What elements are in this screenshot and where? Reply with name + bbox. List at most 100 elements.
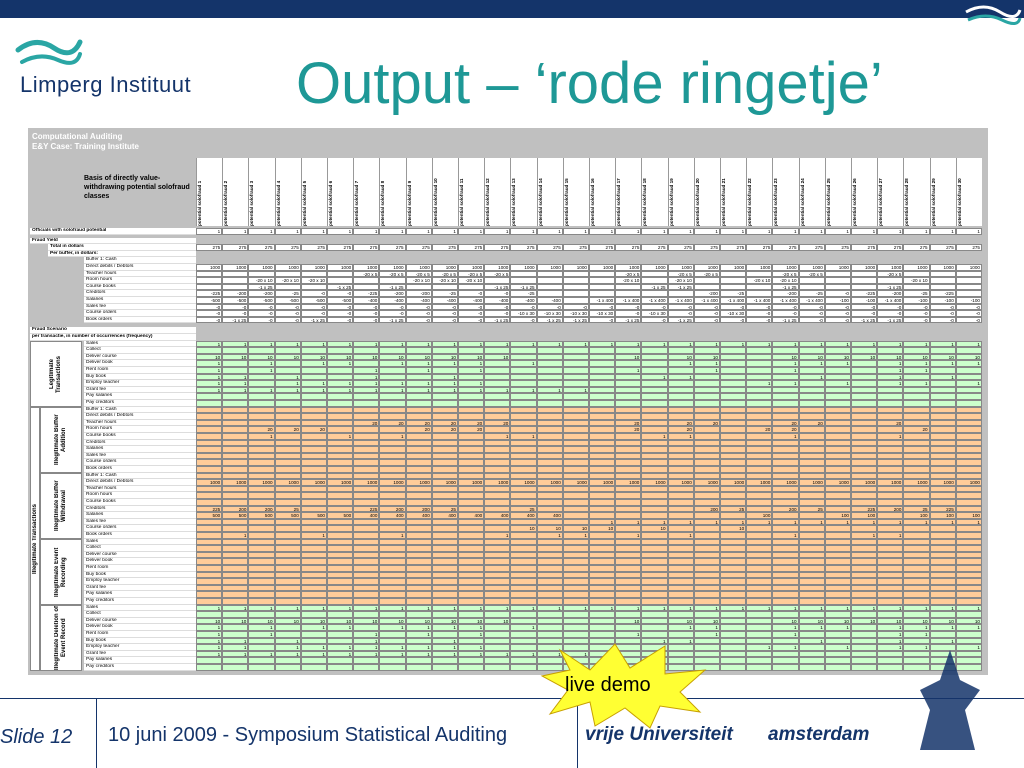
cell: 1: [772, 624, 799, 631]
cell: [720, 360, 747, 367]
cell: [196, 270, 223, 278]
cell: 1: [798, 360, 825, 367]
cell: [484, 551, 511, 559]
cell: [693, 400, 720, 407]
column-header-text: potential solofraud 9: [406, 180, 412, 226]
cell: 1: [877, 360, 904, 367]
cell: [458, 525, 485, 532]
cell: [458, 393, 485, 400]
cell: [798, 611, 825, 618]
row-label: Deliver course: [84, 617, 196, 625]
cell: [562, 472, 589, 480]
cell: [300, 270, 327, 278]
cell: [746, 598, 773, 605]
cell: [615, 360, 642, 367]
cell: [196, 277, 223, 284]
cell: [405, 439, 432, 447]
cell: [353, 591, 380, 598]
cell: [667, 525, 694, 532]
cell: -200: [222, 290, 249, 297]
cell: [484, 518, 511, 526]
cell: 1: [353, 631, 380, 638]
row-label: Rent room: [84, 631, 196, 638]
cell: [379, 657, 406, 664]
cell: [274, 360, 301, 367]
cell: 1: [693, 624, 720, 631]
cell: [196, 426, 223, 433]
cell: [667, 505, 694, 513]
cell: [929, 419, 956, 427]
column-header-text: potential solofraud 1: [197, 180, 202, 226]
cell: 1: [851, 518, 878, 526]
cell: 1: [327, 433, 354, 440]
cell: 10: [720, 525, 747, 532]
cell: [510, 611, 537, 618]
cell: [248, 558, 275, 565]
cell: [562, 400, 589, 407]
cell: -0: [274, 316, 301, 324]
cell: [955, 283, 982, 291]
cell: [248, 406, 275, 414]
cell: -25: [431, 290, 458, 297]
cell: 1: [222, 637, 249, 645]
cell: 25: [720, 505, 747, 513]
cell: 1: [300, 650, 327, 658]
cell: -0: [824, 310, 851, 317]
cell: [484, 360, 511, 367]
cell: -20 x 10: [903, 277, 930, 284]
cell: [510, 393, 537, 400]
cell: 1: [903, 367, 930, 374]
cell: [667, 459, 694, 466]
cell: [589, 492, 616, 499]
cell: [431, 657, 458, 664]
cell: [274, 611, 301, 618]
cell: [536, 360, 563, 367]
cell: [877, 452, 904, 460]
cell: [536, 657, 563, 664]
cell: [955, 459, 982, 466]
cell: [851, 419, 878, 427]
cell: [536, 565, 563, 572]
cell: [484, 631, 511, 638]
cell: [746, 452, 773, 460]
cell: [196, 400, 223, 407]
cell: [327, 347, 354, 354]
cell: [484, 459, 511, 466]
cell: [903, 598, 930, 605]
cell: [536, 419, 563, 427]
cell: -20 x 10: [746, 277, 773, 284]
cell: [589, 611, 616, 618]
cell: 500: [222, 512, 249, 519]
cell: 20: [300, 426, 327, 433]
cell: [379, 631, 406, 638]
cell: -1 x 25: [379, 316, 406, 324]
block-label-text: Illegitimate Buffer Addition: [54, 414, 67, 465]
cell: [851, 413, 878, 420]
cell: [720, 591, 747, 598]
cell: -0: [824, 303, 851, 311]
cell: 400: [431, 512, 458, 519]
cell: [772, 512, 799, 519]
cell: [693, 598, 720, 605]
cell: -1 x 25: [615, 316, 642, 324]
cell: [510, 657, 537, 664]
cell: [510, 413, 537, 420]
cell: [327, 426, 354, 433]
cell: 1: [615, 228, 642, 235]
cell: [772, 545, 799, 552]
cell: [274, 400, 301, 407]
column-header: potential solofraud 26: [851, 158, 878, 226]
cell: [353, 598, 380, 605]
column-header: potential solofraud 15: [562, 158, 589, 226]
cell: [615, 538, 642, 546]
cell: [536, 373, 563, 381]
cell: [746, 459, 773, 466]
cell: [746, 499, 773, 506]
column-header-text: potential solofraud 18: [642, 178, 648, 226]
cell: 1: [458, 340, 485, 348]
cell: [300, 433, 327, 440]
cell: [798, 406, 825, 414]
column-header: potential solofraud 25: [824, 158, 851, 226]
cell: -0: [431, 310, 458, 317]
cell: 1: [327, 650, 354, 658]
